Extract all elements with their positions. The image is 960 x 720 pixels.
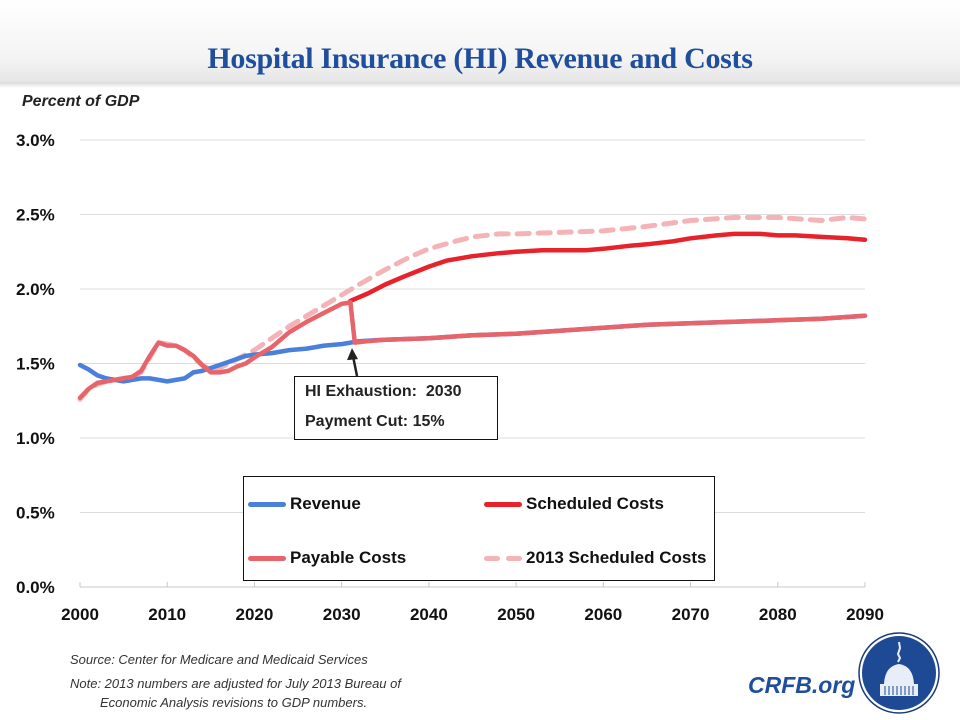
legend-swatch-revenue (248, 501, 286, 507)
x-tick-labels: 2000 2010 2020 2030 2040 2050 2060 2070 2080 2090 (61, 605, 884, 624)
series-lines (77, 215, 868, 402)
header-divider (0, 82, 960, 88)
legend-item-revenue: Revenue (248, 494, 361, 514)
x-tick-label: 2090 (846, 605, 884, 624)
x-tick-label: 2070 (672, 605, 710, 624)
x-tick-label: 2000 (61, 605, 99, 624)
brand-link[interactable]: CRFB.org (748, 672, 856, 698)
annotation-payment-cut: Payment Cut: 15% (305, 413, 445, 430)
legend-label: Scheduled Costs (526, 494, 664, 513)
adjustment-note-line2: Economic Analysis revisions to GDP numbe… (100, 695, 368, 710)
series-line-revenue (77, 313, 868, 384)
adjustment-note-line1: Note: 2013 numbers are adjusted for July… (70, 676, 401, 691)
y-axis-label: Percent of GDP (22, 93, 140, 110)
y-tick-label: 0.5% (16, 504, 55, 523)
x-tick-label: 2040 (410, 605, 448, 624)
y-tick-label: 1.0% (16, 429, 55, 448)
y-tick-label: 3.0% (16, 131, 55, 150)
series-line-scheduled-costs (348, 231, 868, 304)
chart-title: Hospital Insurance (HI) Revenue and Cost… (207, 42, 753, 75)
legend-swatch-2013-scheduled-costs (484, 555, 522, 561)
annotation-exhaustion: HI Exhaustion: 2030 (305, 383, 462, 400)
y-tick-label: 0.0% (16, 578, 55, 597)
x-tick-label: 2030 (323, 605, 361, 624)
annotation-arrow-head (347, 348, 359, 361)
y-tick-labels: 0.0% 0.5% 1.0% 1.5% 2.0% 2.5% 3.0% (16, 131, 55, 597)
legend-item-2013-scheduled-costs: 2013 Scheduled Costs (484, 548, 706, 568)
y-tick-label: 2.5% (16, 206, 55, 225)
source-note: Source: Center for Medicare and Medicaid… (70, 652, 368, 667)
x-tick-label: 2010 (148, 605, 186, 624)
x-tick-label: 2060 (584, 605, 622, 624)
y-tick-label: 1.5% (16, 355, 55, 374)
capitol-dome-seal-icon (858, 632, 940, 714)
series-line-payable-costs (77, 300, 868, 401)
legend-label: Revenue (290, 494, 361, 513)
legend-item-scheduled-costs: Scheduled Costs (484, 494, 664, 514)
gridlines (79, 139, 866, 588)
legend-label: Payable Costs (290, 548, 407, 567)
y-tick-label: 2.0% (16, 280, 55, 299)
legend-label: 2013 Scheduled Costs (526, 548, 707, 567)
legend-item-payable-costs: Payable Costs (248, 548, 406, 568)
annotation-box: HI Exhaustion: 2030 Payment Cut: 15% (294, 376, 498, 440)
annotation-arrow (347, 348, 359, 377)
header-band (0, 0, 960, 82)
x-tick-label: 2050 (497, 605, 535, 624)
legend-swatch-scheduled-costs (484, 501, 522, 507)
x-tick-label: 2080 (759, 605, 797, 624)
legend-swatch-payable-costs (248, 555, 286, 561)
x-tick-label: 2020 (236, 605, 274, 624)
legend: Revenue Scheduled Costs Payable Costs 20… (243, 476, 715, 581)
